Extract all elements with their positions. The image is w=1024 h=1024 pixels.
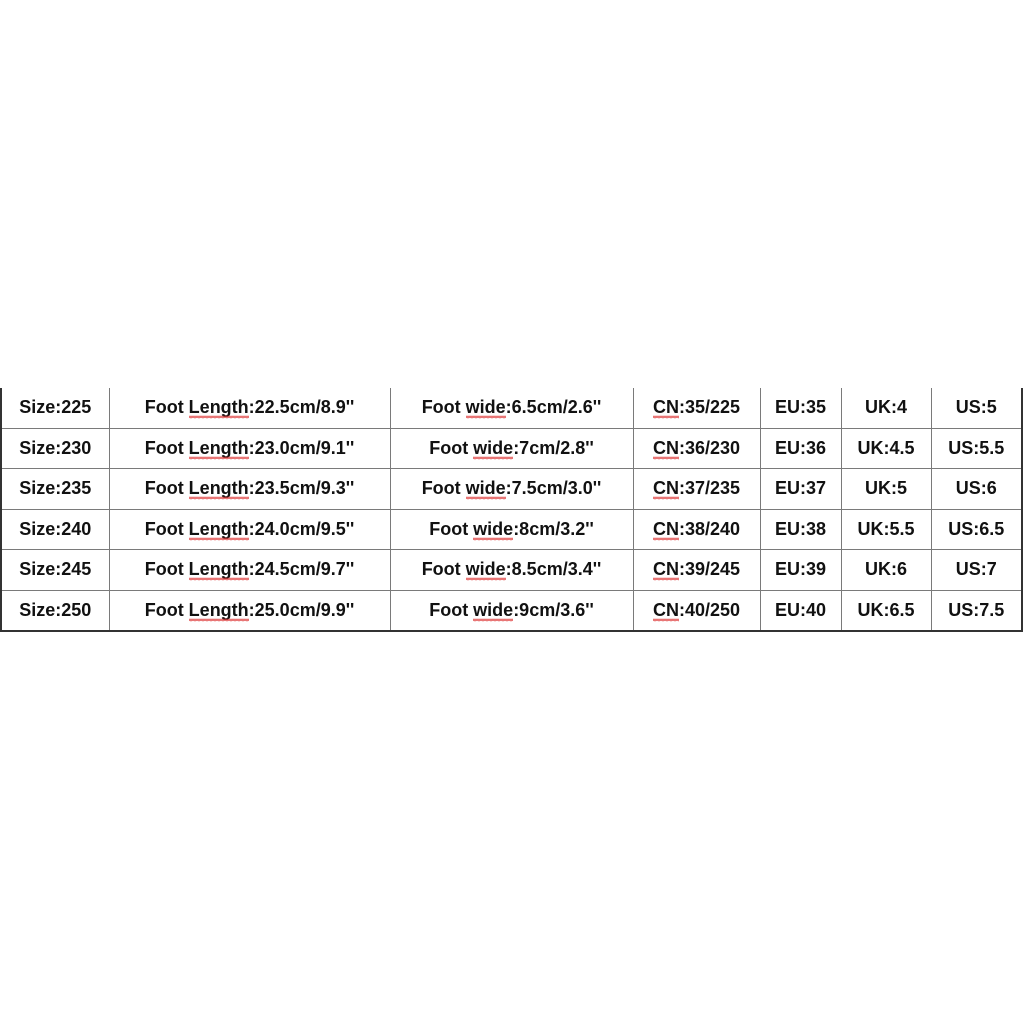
table-row: Size:245 Foot Length:24.5cm/9.7'' Foot wid… bbox=[0, 549, 1023, 591]
cell-uk: UK:5.5 bbox=[840, 508, 932, 550]
cell-us: US:6 bbox=[930, 468, 1023, 510]
cell-uk: UK:5 bbox=[840, 468, 932, 510]
size-chart-table: Size:225 Foot Length:22.5cm/8.9'' Foot wid… bbox=[0, 388, 1023, 632]
cell-size: Size:240 bbox=[0, 508, 110, 550]
cell-size: Size:245 bbox=[0, 549, 110, 591]
cell-cn: CN:40/250 bbox=[632, 589, 761, 632]
table-row: Size:240 Foot Length:24.0cm/9.5'' Foot wid… bbox=[0, 508, 1023, 550]
cell-eu: EU:35 bbox=[759, 388, 842, 429]
cell-eu: EU:40 bbox=[759, 589, 842, 632]
cell-foot-length: Foot Length:23.5cm/9.3'' bbox=[108, 468, 391, 510]
cell-foot-length: Foot Length:24.5cm/9.7'' bbox=[108, 549, 391, 591]
cell-foot-length: Foot Length:25.0cm/9.9'' bbox=[108, 589, 391, 632]
cell-us: US:6.5 bbox=[930, 508, 1023, 550]
cell-uk: UK:4.5 bbox=[840, 427, 932, 469]
cell-cn: CN:35/225 bbox=[632, 388, 761, 429]
cell-us: US:7 bbox=[930, 549, 1023, 591]
table-row: Size:225 Foot Length:22.5cm/8.9'' Foot wid… bbox=[0, 388, 1023, 429]
cell-uk: UK:6.5 bbox=[840, 589, 932, 632]
cell-us: US:7.5 bbox=[930, 589, 1023, 632]
cell-cn: CN:38/240 bbox=[632, 508, 761, 550]
cell-size: Size:225 bbox=[0, 388, 110, 429]
table-row: Size:230 Foot Length:23.0cm/9.1'' Foot wid… bbox=[0, 427, 1023, 469]
cell-size: Size:230 bbox=[0, 427, 110, 469]
cell-eu: EU:38 bbox=[759, 508, 842, 550]
cell-foot-wide: Foot wide:8.5cm/3.4'' bbox=[389, 549, 634, 591]
cell-foot-wide: Foot wide:7.5cm/3.0'' bbox=[389, 468, 634, 510]
cell-foot-length: Foot Length:24.0cm/9.5'' bbox=[108, 508, 391, 550]
cell-size: Size:235 bbox=[0, 468, 110, 510]
cell-foot-wide: Foot wide:8cm/3.2'' bbox=[389, 508, 634, 550]
cell-foot-wide: Foot wide:9cm/3.6'' bbox=[389, 589, 634, 632]
cell-eu: EU:36 bbox=[759, 427, 842, 469]
cell-eu: EU:37 bbox=[759, 468, 842, 510]
size-chart-body: Size:225 Foot Length:22.5cm/8.9'' Foot wid… bbox=[0, 388, 1023, 632]
table-row: Size:250 Foot Length:25.0cm/9.9'' Foot wid… bbox=[0, 589, 1023, 632]
cell-cn: CN:36/230 bbox=[632, 427, 761, 469]
cell-cn: CN:39/245 bbox=[632, 549, 761, 591]
cell-uk: UK:6 bbox=[840, 549, 932, 591]
cell-us: US:5 bbox=[930, 388, 1023, 429]
cell-foot-length: Foot Length:23.0cm/9.1'' bbox=[108, 427, 391, 469]
cell-eu: EU:39 bbox=[759, 549, 842, 591]
cell-cn: CN:37/235 bbox=[632, 468, 761, 510]
cell-size: Size:250 bbox=[0, 589, 110, 632]
cell-foot-length: Foot Length:22.5cm/8.9'' bbox=[108, 388, 391, 429]
table-row: Size:235 Foot Length:23.5cm/9.3'' Foot wid… bbox=[0, 468, 1023, 510]
cell-foot-wide: Foot wide:7cm/2.8'' bbox=[389, 427, 634, 469]
cell-foot-wide: Foot wide:6.5cm/2.6'' bbox=[389, 388, 634, 429]
cell-us: US:5.5 bbox=[930, 427, 1023, 469]
cell-uk: UK:4 bbox=[840, 388, 932, 429]
